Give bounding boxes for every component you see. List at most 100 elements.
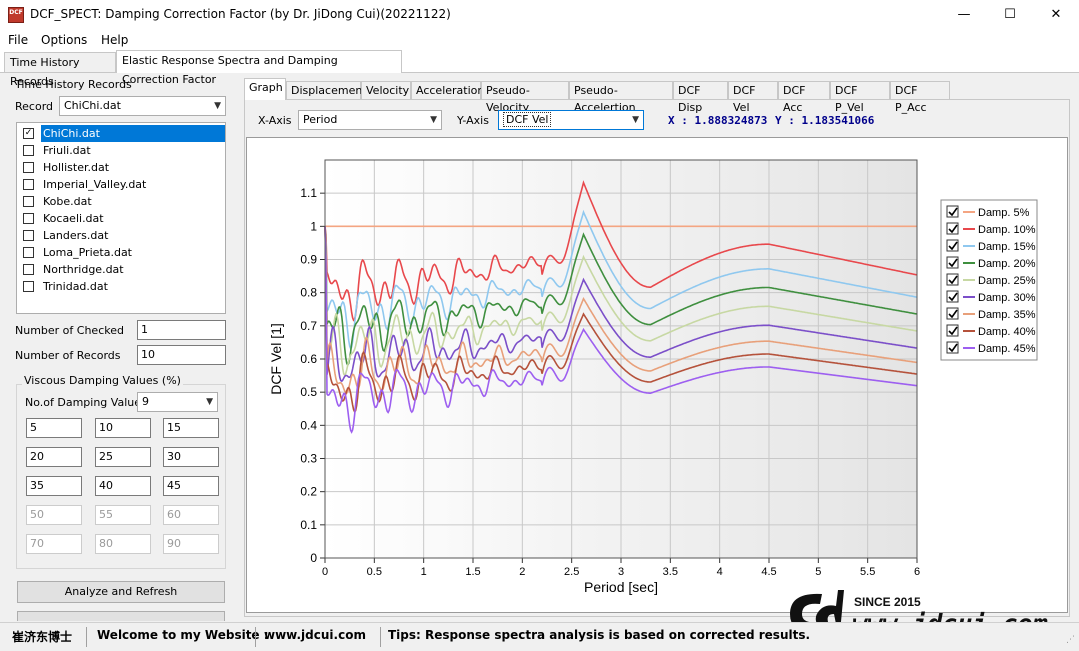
- record-checkbox[interactable]: [23, 145, 34, 156]
- inner-tab-dcf-vel[interactable]: DCF Vel: [728, 81, 778, 114]
- legend-checkbox[interactable]: [946, 324, 959, 337]
- x-axis-title: Period [sec]: [584, 579, 658, 595]
- chevron-down-icon: ▼: [214, 101, 221, 111]
- record-list-item[interactable]: Kobe.dat: [21, 193, 225, 210]
- damping-value-field[interactable]: 25: [95, 447, 151, 467]
- record-checkbox[interactable]: [23, 196, 34, 207]
- chevron-down-icon: ▼: [430, 115, 437, 125]
- record-checkbox[interactable]: [23, 281, 34, 292]
- minimize-button[interactable]: —: [957, 7, 971, 22]
- legend-checkbox[interactable]: [946, 307, 959, 320]
- window-title: DCF_SPECT: Damping Correction Factor (by…: [30, 7, 451, 21]
- maximize-button[interactable]: ☐: [1004, 7, 1016, 22]
- x-axis-combo[interactable]: Period ▼: [298, 110, 442, 130]
- record-checkbox[interactable]: ✓: [23, 128, 34, 139]
- record-list-item[interactable]: Northridge.dat: [21, 261, 225, 278]
- damping-count-value: 9: [142, 395, 149, 408]
- app-icon: DCF: [8, 7, 24, 23]
- legend-checkbox[interactable]: [946, 256, 959, 269]
- close-button[interactable]: ✕: [1050, 7, 1062, 22]
- damping-value-field[interactable]: 45: [163, 476, 219, 496]
- record-list-item[interactable]: Friuli.dat: [21, 142, 225, 159]
- analyze-refresh-button[interactable]: Analyze and Refresh: [17, 581, 225, 603]
- inner-tab-dcf-acc[interactable]: DCF Acc: [778, 81, 830, 114]
- record-list-item[interactable]: Trinidad.dat: [21, 278, 225, 295]
- inner-tab-dcf-p-acc[interactable]: DCF P_Acc: [890, 81, 950, 114]
- dcf-chart[interactable]: 0 0.5 1 1.5 2 2.5 3 3.5 4 4.5 5 5.5 6 0 0.1 0.2 0.3 0.4 0.…: [247, 138, 1067, 612]
- secondary-button[interactable]: [17, 611, 225, 621]
- tab-time-history-records[interactable]: Time History Records: [4, 52, 116, 88]
- damping-value-field[interactable]: 30: [163, 447, 219, 467]
- inner-tab-graph[interactable]: Graph: [244, 78, 286, 100]
- record-list[interactable]: ✓ ChiChi.dat Friuli.dat Hollister.dat Imperi…: [16, 122, 226, 314]
- inner-tab-pseudo-velocity[interactable]: Pseudo-Velocity: [481, 81, 569, 114]
- y-tick-label: 0.2: [300, 485, 317, 499]
- damping-value-field[interactable]: 10: [95, 418, 151, 438]
- y-axis-combo[interactable]: DCF Vel ▼: [498, 110, 644, 130]
- legend-label: Damp. 35%: [978, 309, 1036, 321]
- record-list-item[interactable]: Imperial_Valley.dat: [21, 176, 225, 193]
- record-checkbox[interactable]: [23, 162, 34, 173]
- record-checkbox[interactable]: [23, 247, 34, 258]
- menu-help[interactable]: Help: [101, 33, 129, 47]
- inner-tab-velocity[interactable]: Velocity: [361, 81, 411, 99]
- legend-checkbox[interactable]: [946, 222, 959, 235]
- damping-value-field[interactable]: 35: [26, 476, 82, 496]
- record-name: Loma_Prieta.dat: [43, 246, 132, 259]
- menu-options[interactable]: Options: [41, 33, 88, 47]
- record-checkbox[interactable]: [23, 213, 34, 224]
- record-list-item[interactable]: Landers.dat: [21, 227, 225, 244]
- legend-checkbox[interactable]: [946, 239, 959, 252]
- resize-grip-icon[interactable]: ⋰: [1066, 635, 1075, 645]
- damping-count-combo[interactable]: 9 ▼: [137, 392, 218, 412]
- inner-tab-acceleration[interactable]: Acceleration: [411, 81, 484, 99]
- x-tick-label: 3: [618, 566, 624, 578]
- legend-label: Damp. 5%: [978, 207, 1030, 219]
- y-tick-label: 0.8: [300, 286, 317, 300]
- status-website-link[interactable]: www.jdcui.com: [264, 628, 366, 642]
- status-separator: [86, 627, 87, 647]
- tab-elastic-response-spectra[interactable]: Elastic Response Spectra and Damping Cor…: [116, 50, 402, 86]
- inner-tab-displacement[interactable]: Displacement: [286, 81, 367, 99]
- damping-value-field[interactable]: 20: [26, 447, 82, 467]
- legend[interactable]: Damp. 5% Damp. 10% Damp. 15% Damp. 20% Damp.…: [940, 199, 1038, 361]
- series-group: [324, 180, 918, 434]
- legend-checkbox[interactable]: [946, 273, 959, 286]
- plot-border: [324, 159, 918, 559]
- legend-label: Damp. 45%: [978, 343, 1036, 355]
- series-line-20: [324, 226, 918, 367]
- y-tick-label: 1.1: [300, 186, 317, 200]
- inner-tab-dcf-p-vel[interactable]: DCF P_Vel: [830, 81, 890, 114]
- legend-checkbox[interactable]: [946, 341, 959, 354]
- chevron-down-icon: ▼: [632, 115, 639, 125]
- damping-value-field[interactable]: 5: [26, 418, 82, 438]
- x-tick-label: 3.5: [663, 566, 678, 578]
- record-list-item[interactable]: Hollister.dat: [21, 159, 225, 176]
- x-tick-label: 2: [519, 566, 525, 578]
- legend-label: Damp. 10%: [978, 224, 1036, 236]
- damping-value-field[interactable]: 15: [163, 418, 219, 438]
- x-tick-label: 4: [717, 566, 723, 578]
- checked-count-field[interactable]: 1: [137, 320, 226, 340]
- inner-tab-dcf-disp[interactable]: DCF Disp: [673, 81, 728, 114]
- damping-value-field: 60: [163, 505, 219, 525]
- damping-count-label: No.of Damping Values: [25, 396, 147, 409]
- legend-checkbox[interactable]: [946, 205, 959, 218]
- damping-value-field[interactable]: 40: [95, 476, 151, 496]
- record-checkbox[interactable]: [23, 179, 34, 190]
- logo-since: SINCE 2015: [854, 595, 921, 609]
- record-list-item[interactable]: Kocaeli.dat: [21, 210, 225, 227]
- record-name: Trinidad.dat: [43, 280, 108, 293]
- inner-tab-pseudo-accelertion[interactable]: Pseudo-Accelertion: [569, 81, 673, 114]
- record-checkbox[interactable]: [23, 264, 34, 275]
- y-coordinate-readout: Y : 1.183541066: [775, 114, 875, 127]
- series-line-25: [324, 226, 918, 377]
- record-combo[interactable]: ChiChi.dat ▼: [59, 96, 226, 116]
- record-list-item[interactable]: ✓ ChiChi.dat: [21, 125, 225, 142]
- records-count-field[interactable]: 10: [137, 345, 226, 365]
- menu-file[interactable]: File: [8, 33, 29, 47]
- record-list-item[interactable]: Loma_Prieta.dat: [21, 244, 225, 261]
- title-bar: DCF DCF_SPECT: Damping Correction Factor…: [0, 0, 1079, 30]
- legend-checkbox[interactable]: [946, 290, 959, 303]
- record-checkbox[interactable]: [23, 230, 34, 241]
